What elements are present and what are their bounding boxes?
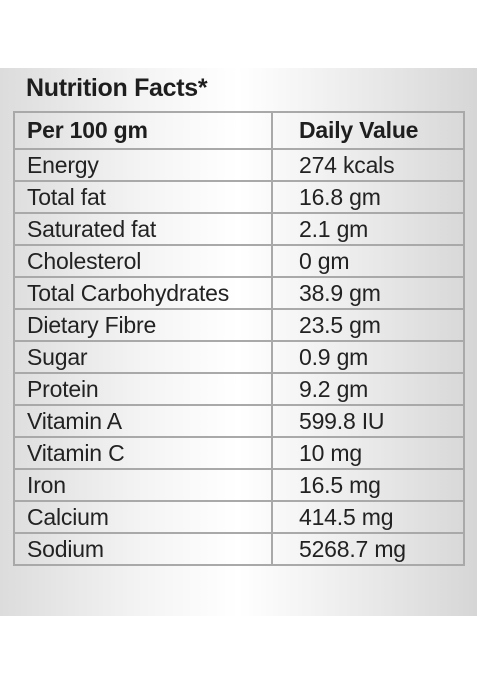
table-row: Calcium 414.5 mg bbox=[13, 500, 465, 534]
column-header-daily-value: Daily Value bbox=[271, 111, 465, 150]
table-row: Sugar 0.9 gm bbox=[13, 340, 465, 374]
nutrient-name: Total fat bbox=[13, 180, 273, 214]
table-row: Vitamin A 599.8 IU bbox=[13, 404, 465, 438]
nutrient-name: Sugar bbox=[13, 340, 273, 374]
nutrient-name: Iron bbox=[13, 468, 273, 502]
table-row: Sodium 5268.7 mg bbox=[13, 532, 465, 566]
nutrient-value: 0 gm bbox=[271, 244, 465, 278]
table-row: Energy 274 kcals bbox=[13, 148, 465, 182]
nutrient-value: 5268.7 mg bbox=[271, 532, 465, 566]
nutrient-value: 414.5 mg bbox=[271, 500, 465, 534]
nutrient-value: 9.2 gm bbox=[271, 372, 465, 406]
nutrient-value: 16.8 gm bbox=[271, 180, 465, 214]
nutrient-name: Total Carbohydrates bbox=[13, 276, 273, 310]
table-row: Total Carbohydrates 38.9 gm bbox=[13, 276, 465, 310]
nutrition-table: Per 100 gm Daily Value Energy 274 kcals … bbox=[13, 111, 465, 566]
table-row: Total fat 16.8 gm bbox=[13, 180, 465, 214]
column-header-per-100-gm: Per 100 gm bbox=[13, 111, 273, 150]
nutrient-value: 599.8 IU bbox=[271, 404, 465, 438]
nutrient-name: Protein bbox=[13, 372, 273, 406]
nutrient-value: 10 mg bbox=[271, 436, 465, 470]
nutrient-value: 0.9 gm bbox=[271, 340, 465, 374]
table-row: Saturated fat 2.1 gm bbox=[13, 212, 465, 246]
nutrient-name: Dietary Fibre bbox=[13, 308, 273, 342]
nutrient-name: Energy bbox=[13, 148, 273, 182]
nutrient-name: Saturated fat bbox=[13, 212, 273, 246]
nutrient-name: Vitamin A bbox=[13, 404, 273, 438]
nutrient-value: 16.5 mg bbox=[271, 468, 465, 502]
nutrient-name: Sodium bbox=[13, 532, 273, 566]
nutrient-value: 38.9 gm bbox=[271, 276, 465, 310]
nutrition-facts-title: Nutrition Facts* bbox=[26, 74, 208, 102]
table-row: Protein 9.2 gm bbox=[13, 372, 465, 406]
table-header-row: Per 100 gm Daily Value bbox=[13, 111, 465, 150]
nutrient-name: Calcium bbox=[13, 500, 273, 534]
nutrient-value: 274 kcals bbox=[271, 148, 465, 182]
nutrient-value: 23.5 gm bbox=[271, 308, 465, 342]
table-row: Vitamin C 10 mg bbox=[13, 436, 465, 470]
table-row: Cholesterol 0 gm bbox=[13, 244, 465, 278]
table-row: Dietary Fibre 23.5 gm bbox=[13, 308, 465, 342]
table-row: Iron 16.5 mg bbox=[13, 468, 465, 502]
nutrient-name: Vitamin C bbox=[13, 436, 273, 470]
nutrient-value: 2.1 gm bbox=[271, 212, 465, 246]
nutrient-name: Cholesterol bbox=[13, 244, 273, 278]
